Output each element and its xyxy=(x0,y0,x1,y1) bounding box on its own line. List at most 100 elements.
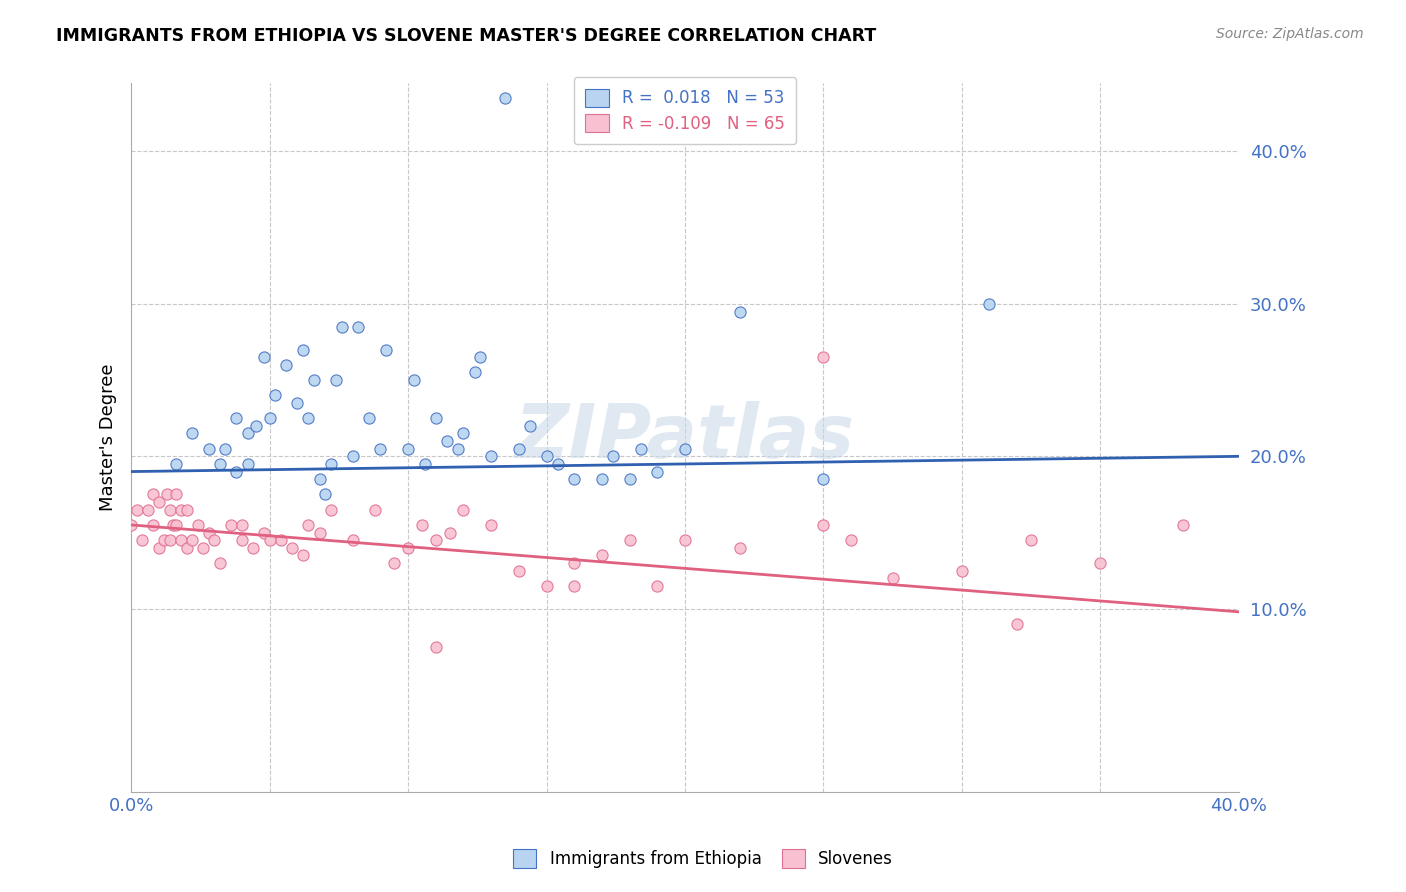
Point xyxy=(882,571,904,585)
Point xyxy=(330,319,353,334)
Point xyxy=(214,442,236,456)
Point xyxy=(1173,517,1195,532)
Point xyxy=(536,450,558,464)
Point xyxy=(730,541,752,555)
Point xyxy=(187,517,209,532)
Point xyxy=(425,411,447,425)
Point xyxy=(619,472,641,486)
Point xyxy=(562,472,585,486)
Point xyxy=(619,533,641,548)
Point xyxy=(730,304,752,318)
Point xyxy=(645,465,668,479)
Point xyxy=(253,525,276,540)
Point xyxy=(181,426,204,441)
Point xyxy=(319,457,342,471)
Point xyxy=(314,487,336,501)
Point xyxy=(302,373,325,387)
Point xyxy=(591,472,613,486)
Point xyxy=(291,549,314,563)
Point xyxy=(673,442,696,456)
Text: Source: ZipAtlas.com: Source: ZipAtlas.com xyxy=(1216,27,1364,41)
Point xyxy=(236,426,259,441)
Point xyxy=(131,533,153,548)
Point xyxy=(375,343,398,357)
Point xyxy=(125,502,148,516)
Point xyxy=(602,450,624,464)
Point xyxy=(197,525,219,540)
Point xyxy=(402,373,425,387)
Point xyxy=(259,533,281,548)
Legend: Immigrants from Ethiopia, Slovenes: Immigrants from Ethiopia, Slovenes xyxy=(506,843,900,875)
Point xyxy=(342,533,364,548)
Point xyxy=(425,533,447,548)
Point xyxy=(347,319,370,334)
Point xyxy=(170,533,193,548)
Point xyxy=(396,442,419,456)
Point xyxy=(413,457,436,471)
Point xyxy=(297,517,319,532)
Point xyxy=(319,502,342,516)
Point xyxy=(439,525,461,540)
Point xyxy=(120,517,142,532)
Point xyxy=(176,541,198,555)
Point xyxy=(813,472,835,486)
Point xyxy=(979,297,1001,311)
Point xyxy=(308,472,330,486)
Point xyxy=(813,350,835,364)
Point xyxy=(225,411,247,425)
Point xyxy=(242,541,264,555)
Point xyxy=(165,457,187,471)
Point xyxy=(536,579,558,593)
Point xyxy=(170,502,193,516)
Point xyxy=(165,487,187,501)
Point xyxy=(453,502,475,516)
Point xyxy=(165,517,187,532)
Point xyxy=(162,517,184,532)
Point xyxy=(591,549,613,563)
Point xyxy=(176,502,198,516)
Point xyxy=(208,556,231,570)
Text: IMMIGRANTS FROM ETHIOPIA VS SLOVENE MASTER'S DEGREE CORRELATION CHART: IMMIGRANTS FROM ETHIOPIA VS SLOVENE MAST… xyxy=(56,27,876,45)
Point xyxy=(225,465,247,479)
Y-axis label: Master's Degree: Master's Degree xyxy=(100,364,117,511)
Point xyxy=(181,533,204,548)
Point xyxy=(447,442,470,456)
Point xyxy=(645,579,668,593)
Point xyxy=(364,502,387,516)
Point xyxy=(264,388,287,402)
Text: ZIPatlas: ZIPatlas xyxy=(515,401,855,474)
Point xyxy=(630,442,652,456)
Point xyxy=(156,487,179,501)
Point xyxy=(464,366,486,380)
Point xyxy=(396,541,419,555)
Point xyxy=(208,457,231,471)
Point xyxy=(136,502,159,516)
Point xyxy=(236,457,259,471)
Point xyxy=(159,533,181,548)
Point xyxy=(231,517,253,532)
Point xyxy=(468,350,491,364)
Point xyxy=(142,487,165,501)
Point xyxy=(547,457,569,471)
Point xyxy=(142,517,165,532)
Point xyxy=(291,343,314,357)
Point xyxy=(297,411,319,425)
Point xyxy=(253,350,276,364)
Point xyxy=(508,564,530,578)
Point xyxy=(436,434,458,448)
Point xyxy=(285,396,308,410)
Point xyxy=(370,442,392,456)
Point xyxy=(270,533,292,548)
Point xyxy=(411,517,433,532)
Point xyxy=(308,525,330,540)
Point xyxy=(231,533,253,548)
Legend: R =  0.018   N = 53, R = -0.109   N = 65: R = 0.018 N = 53, R = -0.109 N = 65 xyxy=(574,77,796,145)
Point xyxy=(494,91,516,105)
Point xyxy=(219,517,242,532)
Point xyxy=(148,541,170,555)
Point xyxy=(950,564,973,578)
Point xyxy=(359,411,381,425)
Point xyxy=(1090,556,1112,570)
Point xyxy=(673,533,696,548)
Point xyxy=(479,450,502,464)
